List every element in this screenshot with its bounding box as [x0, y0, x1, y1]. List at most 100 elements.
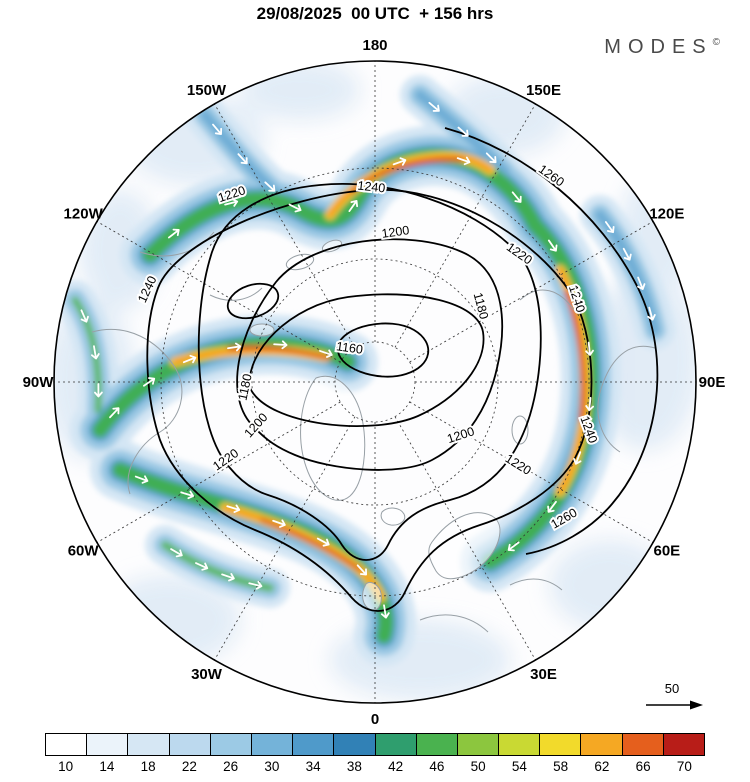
- wind-arrow-icon: [485, 152, 497, 164]
- wind-arrow-icon: [319, 349, 333, 358]
- colorbar-cell: [333, 734, 375, 755]
- wind-arrow-icon: [273, 340, 288, 350]
- wind-arrow-icon: [90, 345, 100, 360]
- wind-arrows: [80, 101, 656, 619]
- longitude-label-150W: 150W: [187, 82, 227, 99]
- colorbar-tick-label: 26: [223, 759, 239, 774]
- meridian-line: [409, 221, 654, 363]
- wind-arrow-icon: [428, 101, 440, 112]
- contour-1180: [248, 293, 485, 427]
- colorbar-tick-label: 38: [346, 759, 362, 774]
- longitude-label-150E: 150E: [526, 82, 561, 99]
- wind-arrow-icon: [224, 198, 239, 207]
- meridian-line: [394, 103, 536, 348]
- colorbar-cell: [374, 734, 416, 755]
- wind-arrow-icon: [348, 200, 359, 213]
- wind-arrow-icon: [143, 377, 156, 387]
- reference-arrow-head: [690, 700, 703, 710]
- wind-arrow-icon: [170, 548, 183, 558]
- wind-arrow-icon: [134, 475, 149, 484]
- map-boundary: [53, 60, 697, 704]
- colorbar-cell: [662, 734, 704, 755]
- colorbar-tick-label: 70: [676, 759, 692, 774]
- colorbar-cell: [539, 734, 581, 755]
- wind-arrow-icon: [167, 228, 180, 239]
- longitude-label-0: 0: [371, 711, 379, 728]
- wind-arrow-icon: [457, 126, 469, 137]
- colorbar: [45, 733, 705, 756]
- modes-logo-text: MODES: [604, 36, 713, 58]
- wind-arrow-icon: [109, 407, 120, 419]
- wind-arrow-icon: [456, 156, 471, 166]
- wind-arrow-icon: [180, 490, 195, 500]
- longitude-label-180: 180: [362, 37, 387, 54]
- colorbar-tick-label: 58: [553, 759, 569, 774]
- wind-arrow-icon: [637, 276, 646, 291]
- contour-label-1200: 1200: [381, 223, 411, 241]
- colorbar-tick-label: 14: [99, 759, 115, 774]
- wind-arrow-icon: [272, 519, 286, 528]
- wind-arrow-icon: [547, 500, 557, 513]
- wind-arrow-icon: [507, 541, 520, 552]
- longitude-label-90E: 90E: [699, 374, 726, 391]
- longitude-label-30W: 30W: [191, 666, 223, 683]
- colorbar-tick-label: 46: [429, 759, 445, 774]
- wind-arrow-icon: [356, 564, 368, 576]
- colorbar-cell: [580, 734, 622, 755]
- contour-1220: [197, 183, 542, 561]
- wind-arrow-icon: [80, 309, 89, 323]
- longitude-label-30E: 30E: [530, 666, 557, 683]
- modes-logo-copyright: ©: [712, 37, 720, 48]
- coastline-caspian: [511, 415, 529, 445]
- wind-arrow-icon: [647, 306, 656, 321]
- contour-label-1240: 1240: [357, 179, 386, 196]
- contour-1260: [444, 127, 659, 555]
- colorbar-tick-label: 18: [140, 759, 156, 774]
- coastline-uk: [362, 581, 382, 611]
- wind-arrow-icon: [227, 342, 242, 352]
- colorbar-tick-label: 30: [264, 759, 280, 774]
- colorbar-cell: [46, 734, 87, 755]
- colorbar-cell: [209, 734, 251, 755]
- wind-arrow-icon: [316, 537, 330, 547]
- colorbar-cell: [86, 734, 128, 755]
- wind-arrow-icon: [288, 203, 302, 213]
- longitude-label-60W: 60W: [68, 543, 100, 560]
- height-contours: [146, 127, 659, 612]
- wind-arrow-icon: [511, 191, 522, 203]
- coastline-island: [249, 323, 275, 337]
- colorbar-tick-label: 34: [305, 759, 321, 774]
- longitude-labels: 180 150E 120E 90E 60E 30E 0 30W 60W 90W 120W 150W: [23, 37, 726, 728]
- colorbar-tick-label: 50: [470, 759, 486, 774]
- coastline-iceland: [380, 507, 406, 526]
- map-interior: 1220 124012001260122012401180116011801240…: [54, 61, 696, 703]
- wind-arrow-icon: [195, 562, 209, 571]
- contour-1240: [146, 188, 593, 612]
- colorbar-tick-label: 42: [388, 759, 404, 774]
- colorbar-cell: [127, 734, 169, 755]
- contour-label-1160: 1160: [335, 339, 364, 357]
- longitude-label-90W: 90W: [23, 374, 55, 391]
- wind-arrow-icon: [573, 451, 582, 465]
- reference-arrow-label: 50: [665, 681, 679, 696]
- colorbar-cell: [415, 734, 457, 755]
- contour-1200: [236, 238, 504, 471]
- coastline-scandinavia: [428, 512, 501, 580]
- wind-arrow-icon: [182, 354, 197, 364]
- latitude-circle: [251, 258, 499, 506]
- longitude-label-60E: 60E: [653, 543, 680, 560]
- wind-arrow-icon: [212, 123, 223, 136]
- colorbar-cell: [621, 734, 663, 755]
- meridian-line: [394, 416, 536, 661]
- coastline-asia: [519, 289, 656, 453]
- wind-arrow-icon: [585, 341, 594, 356]
- wind-arrow-icon: [380, 604, 390, 619]
- wind-arrow-icon: [237, 153, 248, 165]
- contour-1160: [337, 322, 430, 378]
- wind-arrow-icon: [226, 504, 241, 513]
- contour-closed-low: [226, 282, 280, 320]
- colorbar-tick-label: 10: [58, 759, 74, 774]
- coastline-greenland: [300, 375, 366, 501]
- longitude-label-120E: 120E: [649, 206, 684, 223]
